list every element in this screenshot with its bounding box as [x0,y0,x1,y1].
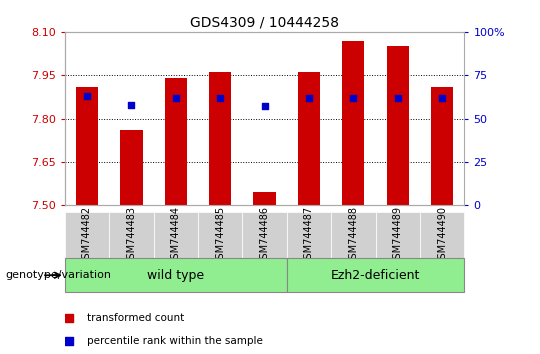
FancyBboxPatch shape [287,258,464,292]
Point [260,104,269,109]
FancyBboxPatch shape [242,212,287,258]
Text: percentile rank within the sample: percentile rank within the sample [87,336,262,346]
FancyBboxPatch shape [109,212,153,258]
Text: GSM744484: GSM744484 [171,206,181,265]
Point [438,95,447,101]
FancyBboxPatch shape [198,212,242,258]
Text: GSM744490: GSM744490 [437,206,447,265]
Bar [387,46,409,205]
Text: GSM744485: GSM744485 [215,206,225,265]
Point [216,95,225,101]
Bar [298,72,320,205]
Point [349,95,357,101]
FancyBboxPatch shape [65,258,287,292]
Bar [342,40,365,205]
Bar [431,87,453,205]
Bar [120,130,143,205]
FancyBboxPatch shape [153,212,198,258]
Bar [253,192,276,205]
Text: GSM744486: GSM744486 [260,206,269,265]
Text: wild type: wild type [147,269,204,282]
FancyBboxPatch shape [331,212,376,258]
Point [172,95,180,101]
FancyBboxPatch shape [287,212,331,258]
Bar [76,87,98,205]
Text: GSM744487: GSM744487 [304,206,314,265]
FancyBboxPatch shape [420,212,464,258]
Point [83,93,91,99]
FancyBboxPatch shape [65,212,109,258]
Text: GSM744488: GSM744488 [348,206,359,265]
Point [296,30,305,36]
Point [394,95,402,101]
Text: GSM744482: GSM744482 [82,206,92,265]
Title: GDS4309 / 10444258: GDS4309 / 10444258 [190,15,339,29]
Text: Ezh2-deficient: Ezh2-deficient [331,269,420,282]
Text: GSM744489: GSM744489 [393,206,403,265]
Bar [165,78,187,205]
Point [305,95,313,101]
Text: GSM744483: GSM744483 [126,206,137,265]
Bar [209,72,231,205]
Point [296,233,305,238]
Point [127,102,136,108]
Text: genotype/variation: genotype/variation [5,270,111,280]
FancyBboxPatch shape [376,212,420,258]
Text: transformed count: transformed count [87,313,184,323]
